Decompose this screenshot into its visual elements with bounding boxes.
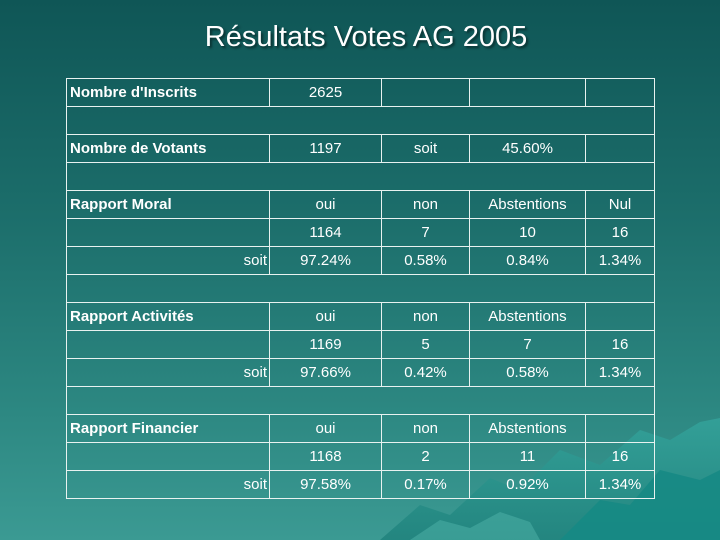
value-cell: 0.58% xyxy=(381,246,470,275)
percentage-row: soit 97.58% 0.17% 0.92% 1.34% xyxy=(66,470,655,499)
table-row: Rapport Moral oui non Abstentions Nul xyxy=(66,190,655,219)
value-cell: oui xyxy=(269,414,382,443)
percentage-row: soit 97.24% 0.58% 0.84% 1.34% xyxy=(66,246,655,275)
row-label-cell: Rapport Financier xyxy=(66,414,270,443)
row-label-cell: Nombre d'Inscrits xyxy=(66,78,270,107)
value-cell: Abstentions xyxy=(469,302,586,331)
value-cell xyxy=(469,78,586,107)
value-cell: 45.60% xyxy=(469,134,586,163)
value-cell: 0.42% xyxy=(381,358,470,387)
table-row: Rapport Activités oui non Abstentions xyxy=(66,302,655,331)
value-cell: non xyxy=(381,414,470,443)
table-row: Rapport Financier oui non Abstentions xyxy=(66,414,655,443)
spacer-cell xyxy=(66,106,655,135)
value-cell xyxy=(585,134,655,163)
value-cell: 0.17% xyxy=(381,470,470,499)
value-cell: Abstentions xyxy=(469,190,586,219)
value-cell: 2 xyxy=(381,442,470,471)
row-label-cell: Nombre de Votants xyxy=(66,134,270,163)
value-cell xyxy=(585,414,655,443)
row-label-cell: Rapport Activités xyxy=(66,302,270,331)
value-cell: 1164 xyxy=(269,218,382,247)
value-cell: Abstentions xyxy=(469,414,586,443)
row-label-cell xyxy=(66,330,270,359)
value-cell: 0.92% xyxy=(469,470,586,499)
value-cell: 1168 xyxy=(269,442,382,471)
spacer-cell xyxy=(66,386,655,415)
value-cell xyxy=(585,302,655,331)
value-cell: 1.34% xyxy=(585,246,655,275)
value-cell: 11 xyxy=(469,442,586,471)
value-cell: oui xyxy=(269,190,382,219)
row-label-cell: soit xyxy=(66,470,270,499)
row-label-cell xyxy=(66,442,270,471)
value-cell: 1169 xyxy=(269,330,382,359)
value-cell: 97.58% xyxy=(269,470,382,499)
row-label-cell: soit xyxy=(66,246,270,275)
table-row: 1168 2 11 16 xyxy=(66,442,655,471)
table-row: Nombre de Votants 1197 soit 45.60% xyxy=(66,134,655,163)
row-label-cell: Rapport Moral xyxy=(66,190,270,219)
value-cell: Nul xyxy=(585,190,655,219)
spacer-cell xyxy=(66,162,655,191)
results-table: Nombre d'Inscrits 2625 Nombre de Votants 11… xyxy=(66,78,655,499)
row-label-cell: soit xyxy=(66,358,270,387)
value-cell: non xyxy=(381,302,470,331)
value-cell: 1197 xyxy=(269,134,382,163)
value-cell: 0.84% xyxy=(469,246,586,275)
table-row: Nombre d'Inscrits 2625 xyxy=(66,78,655,107)
slide-title: Résultats Votes AG 2005 xyxy=(204,21,528,53)
spacer-row xyxy=(66,386,655,415)
value-cell xyxy=(381,78,470,107)
value-cell: 7 xyxy=(381,218,470,247)
spacer-row xyxy=(66,162,655,191)
spacer-cell xyxy=(66,274,655,303)
value-cell: 1.34% xyxy=(585,358,655,387)
value-cell: 16 xyxy=(585,218,655,247)
row-label-cell xyxy=(66,218,270,247)
spacer-row xyxy=(66,274,655,303)
value-cell: non xyxy=(381,190,470,219)
value-cell: oui xyxy=(269,302,382,331)
value-cell: 2625 xyxy=(269,78,382,107)
value-cell: 10 xyxy=(469,218,586,247)
value-cell: 7 xyxy=(469,330,586,359)
value-cell xyxy=(585,78,655,107)
value-cell: 1.34% xyxy=(585,470,655,499)
value-cell: soit xyxy=(381,134,470,163)
value-cell: 16 xyxy=(585,442,655,471)
value-cell: 0.58% xyxy=(469,358,586,387)
spacer-row xyxy=(66,106,655,135)
value-cell: 5 xyxy=(381,330,470,359)
value-cell: 97.24% xyxy=(269,246,382,275)
table-row: 1164 7 10 16 xyxy=(66,218,655,247)
value-cell: 97.66% xyxy=(269,358,382,387)
percentage-row: soit 97.66% 0.42% 0.58% 1.34% xyxy=(66,358,655,387)
table-row: 1169 5 7 16 xyxy=(66,330,655,359)
value-cell: 16 xyxy=(585,330,655,359)
